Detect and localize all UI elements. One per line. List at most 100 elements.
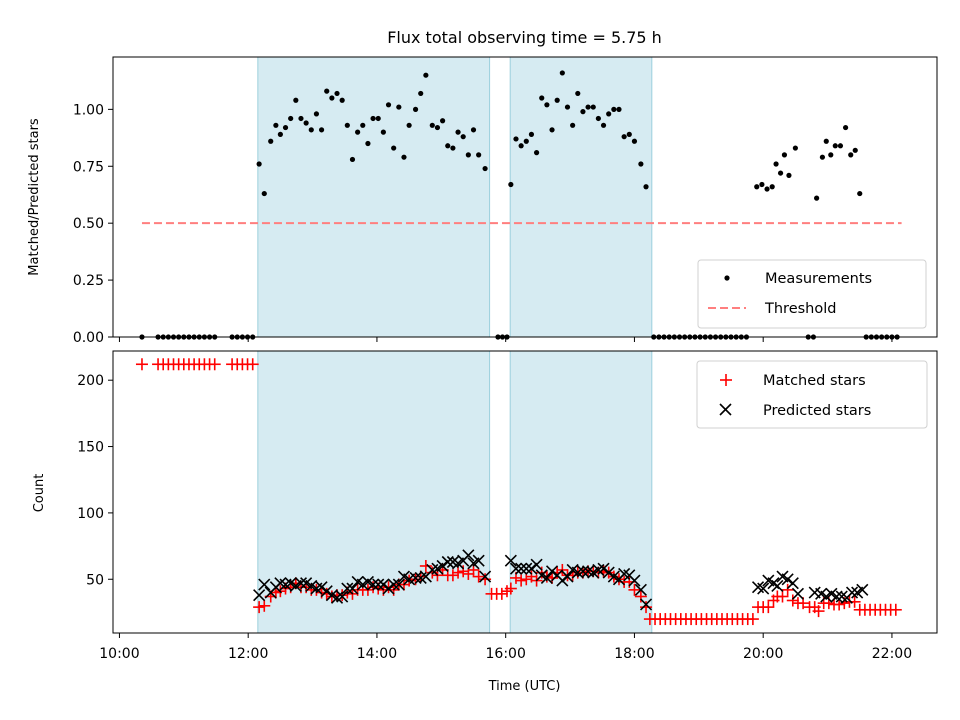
x-tick-label: 12:00 [228, 646, 268, 662]
x-tick-label: 18:00 [614, 646, 654, 662]
measurement-point [423, 72, 429, 78]
measurement-point [508, 181, 514, 188]
measurement-point [401, 154, 407, 160]
matched-star-point [515, 574, 528, 587]
predicted-star-point [791, 587, 805, 600]
x-tick-label: 20:00 [743, 646, 783, 662]
predicted-star-point [367, 578, 380, 591]
measurement-point [455, 129, 461, 135]
matched-star-point [457, 565, 470, 578]
measurement-point [575, 90, 581, 97]
measurement-point [293, 97, 299, 103]
predicted-star-point [540, 571, 553, 584]
matched-star-point [336, 589, 349, 602]
measurement-point [559, 70, 565, 76]
predicted-star-point [781, 573, 794, 586]
matched-star-point [746, 613, 759, 626]
measurement-point [380, 129, 386, 135]
measurement-point [590, 104, 596, 110]
measurement-point [324, 88, 330, 94]
predicted-star-point [441, 555, 454, 569]
measurement-point [385, 102, 392, 108]
predicted-star-point [525, 562, 538, 575]
legend-measurements-label: Measurements [765, 271, 872, 287]
measurement-point [329, 95, 335, 101]
measurement-point [429, 122, 435, 128]
measurement-point [570, 122, 576, 128]
measurement-point [781, 152, 788, 158]
predicted-star-point [479, 570, 492, 583]
x-tick-label: 14:00 [357, 646, 397, 662]
measurement-point [606, 111, 612, 117]
predicted-star-point [757, 582, 770, 595]
x-tick-label: 16:00 [486, 646, 526, 662]
legend-matched-marker [720, 374, 732, 386]
matched-star-point [135, 358, 148, 371]
x-tick-label: 10:00 [99, 646, 139, 662]
measurement-point [792, 145, 798, 151]
legend-matched-label: Matched stars [763, 373, 866, 389]
x-tick-label: 22:00 [872, 646, 912, 662]
predicted-star-point [392, 578, 405, 591]
measurement-point [600, 122, 607, 128]
legend-measurements-marker [724, 275, 730, 281]
ratio-y-tick-label: 1.00 [73, 102, 104, 118]
measurement-point [268, 138, 274, 144]
measurement-point [631, 138, 638, 144]
measurement-point [355, 129, 361, 135]
predicted-star-point [545, 565, 559, 578]
measurement-point [303, 120, 309, 126]
measurement-point [786, 172, 792, 178]
measurement-point [544, 102, 550, 108]
measurement-point [819, 154, 826, 160]
matched-star-point [472, 570, 485, 583]
measurement-point [460, 134, 466, 140]
matched-star-point [310, 583, 323, 596]
predicted-star-point [258, 578, 271, 591]
predicted-star-point [830, 590, 843, 603]
measurement-point [375, 115, 381, 122]
measurement-point [412, 106, 419, 112]
predicted-star-point [436, 559, 449, 573]
measurement-point [585, 104, 591, 110]
measurement-point [769, 184, 775, 190]
predicted-star-point [372, 578, 385, 591]
predicted-star-point [786, 577, 799, 590]
measurement-point [298, 115, 304, 122]
measurement-point [533, 150, 540, 156]
matched-star-point [246, 358, 259, 371]
matched-star-point [889, 603, 902, 616]
shaded-interval-1 [257, 56, 491, 338]
measurement-point [334, 90, 340, 97]
measurement-point [476, 152, 482, 158]
counts-legend: Matched stars Predicted stars [696, 360, 928, 429]
measurement-point [539, 95, 545, 101]
predicted-star-point [341, 582, 354, 595]
legend-predicted-label: Predicted stars [763, 403, 871, 419]
matched-star-point [452, 566, 465, 579]
matched-star-point [426, 566, 439, 579]
measurement-point [638, 161, 644, 167]
matched-star-point [786, 594, 799, 607]
legend-predicted-marker [719, 403, 732, 416]
counts-y-tick-label: 150 [77, 440, 104, 456]
matched-star-point [495, 587, 508, 600]
measurement-point [616, 106, 622, 112]
predicted-star-point [628, 574, 641, 587]
predicted-star-point [472, 554, 485, 567]
measurement-point [434, 124, 441, 131]
predicted-star-point [561, 570, 574, 583]
predicted-star-point [515, 562, 528, 575]
matched-star-point [208, 358, 221, 371]
measurement-point [773, 161, 779, 167]
shaded-interval-2 [509, 350, 653, 634]
measurement-point [256, 161, 262, 167]
measurement-point [528, 131, 535, 137]
measurement-point [823, 138, 829, 144]
ratio-y-tick-label: 0.25 [73, 273, 104, 289]
measurement-point [564, 104, 571, 110]
measurement-point [857, 190, 863, 197]
matched-star-point [479, 573, 492, 586]
matched-star-point [628, 583, 641, 596]
ratio-y-tick-label: 0.00 [73, 330, 104, 346]
